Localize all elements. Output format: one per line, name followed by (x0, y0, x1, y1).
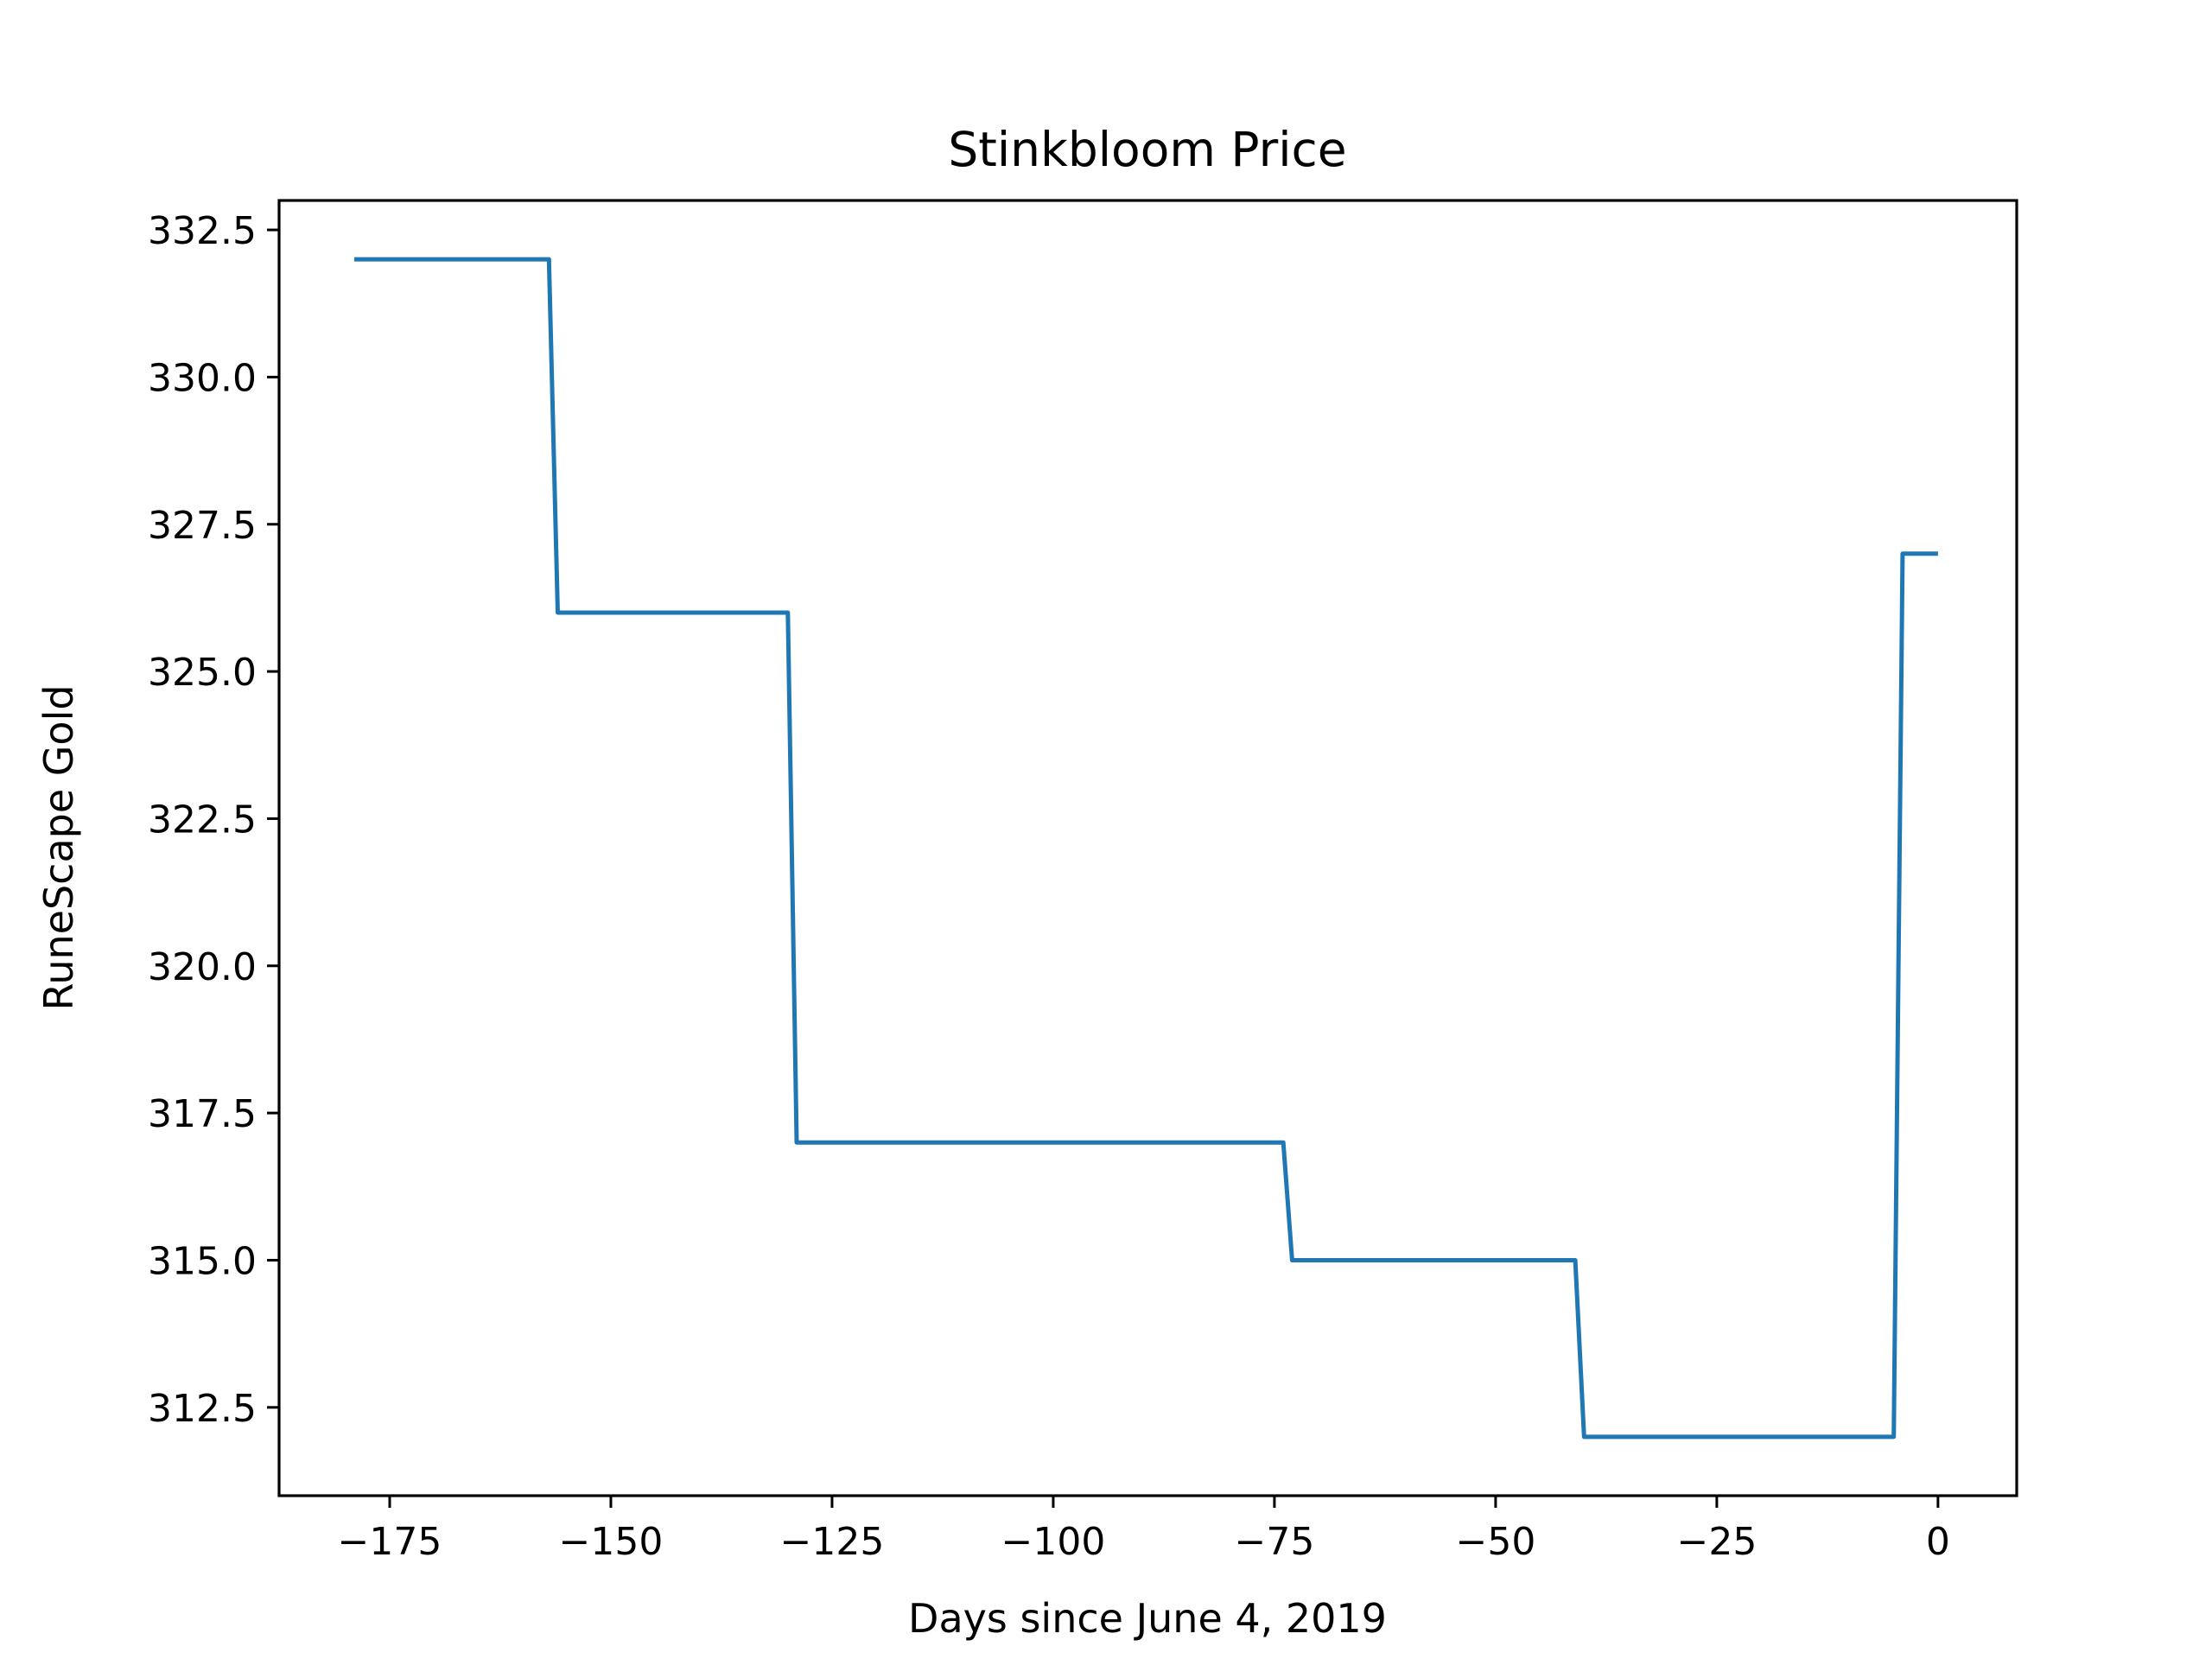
y-tick-label: 327.5 (148, 504, 257, 548)
x-tick-label: −125 (780, 1520, 885, 1564)
y-tick-label: 330.0 (148, 356, 257, 400)
y-tick-label: 332.5 (148, 209, 257, 253)
x-tick-label: −75 (1234, 1520, 1314, 1564)
x-tick-label: −25 (1676, 1520, 1757, 1564)
y-tick-label: 317.5 (148, 1092, 257, 1136)
series-line-0 (354, 257, 1938, 1440)
y-tick-label: 315.0 (148, 1239, 257, 1283)
x-tick-label: 0 (1926, 1520, 1950, 1564)
x-tick-label: −50 (1455, 1520, 1535, 1564)
y-tick-label: 320.0 (148, 945, 257, 989)
y-tick-label: 325.0 (148, 651, 257, 695)
x-tick-label: −100 (1001, 1520, 1106, 1564)
y-axis: 312.5 315.0 317.5 320.0 322.5 325.0 327.5 330.0… (148, 209, 279, 1431)
x-tick-label: −175 (338, 1520, 442, 1564)
chart-title: Stinkbloom Price (948, 122, 1346, 177)
x-tick-label: −150 (559, 1520, 664, 1564)
x-axis: −175 −150 −125 −100 −75 −50 −25 0 (338, 1496, 1950, 1564)
x-axis-label: Days since June 4, 2019 (908, 1595, 1387, 1642)
y-axis-label: RuneScape Gold (35, 684, 82, 1010)
plot-area (354, 257, 1938, 1440)
plot-frame (277, 199, 2018, 1497)
y-tick-label: 322.5 (148, 798, 257, 842)
y-tick-label: 312.5 (148, 1387, 257, 1431)
